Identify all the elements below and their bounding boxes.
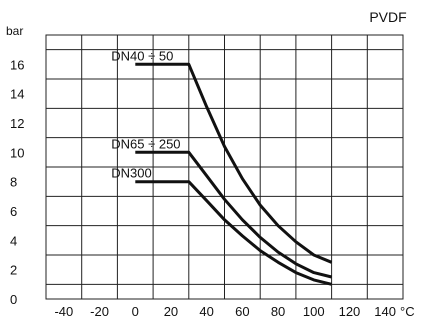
series-line (135, 180, 332, 286)
x-tick-label: 40 (199, 304, 213, 319)
x-tick-label: 60 (235, 304, 249, 319)
chart-title: PVDF (369, 9, 406, 25)
y-tick-label: 14 (10, 87, 24, 102)
y-axis-ticks: 0 2 4 6 8 10 12 14 16 (10, 57, 24, 307)
series-line (135, 62, 333, 264)
series-line (135, 150, 332, 279)
x-tick-label: 100 (303, 304, 325, 319)
y-tick-label: 10 (10, 145, 24, 160)
x-tick-label: -20 (90, 304, 109, 319)
y-tick-label: 16 (10, 57, 24, 72)
y-tick-label: 12 (10, 116, 24, 131)
plot-frame (45, 34, 404, 300)
x-tick-label: 0 (132, 304, 139, 319)
x-tick-label: 20 (164, 304, 178, 319)
series-label: DN40 ÷ 50 (111, 48, 173, 63)
y-axis-unit-label: bar (6, 24, 23, 38)
series-label: DN300 (111, 166, 151, 181)
series-labels: DN40 ÷ 50 DN65 ÷ 250 DN300 (111, 48, 180, 180)
grid (46, 35, 403, 299)
x-tick-label: 140 (374, 304, 396, 319)
x-tick-label: 80 (271, 304, 285, 319)
series-group (135, 62, 333, 286)
x-axis-unit-label: °C (400, 304, 415, 319)
x-tick-label: 120 (339, 304, 361, 319)
x-axis-ticks: -40 -20 0 20 40 60 80 100 120 140 (54, 304, 396, 319)
y-tick-label: 8 (10, 175, 17, 190)
x-tick-label: -40 (54, 304, 73, 319)
y-tick-label: 2 (10, 263, 17, 278)
y-tick-label: 6 (10, 204, 17, 219)
y-tick-label: 4 (10, 233, 17, 248)
series-label: DN65 ÷ 250 (111, 136, 180, 151)
y-tick-label: 0 (10, 292, 17, 307)
